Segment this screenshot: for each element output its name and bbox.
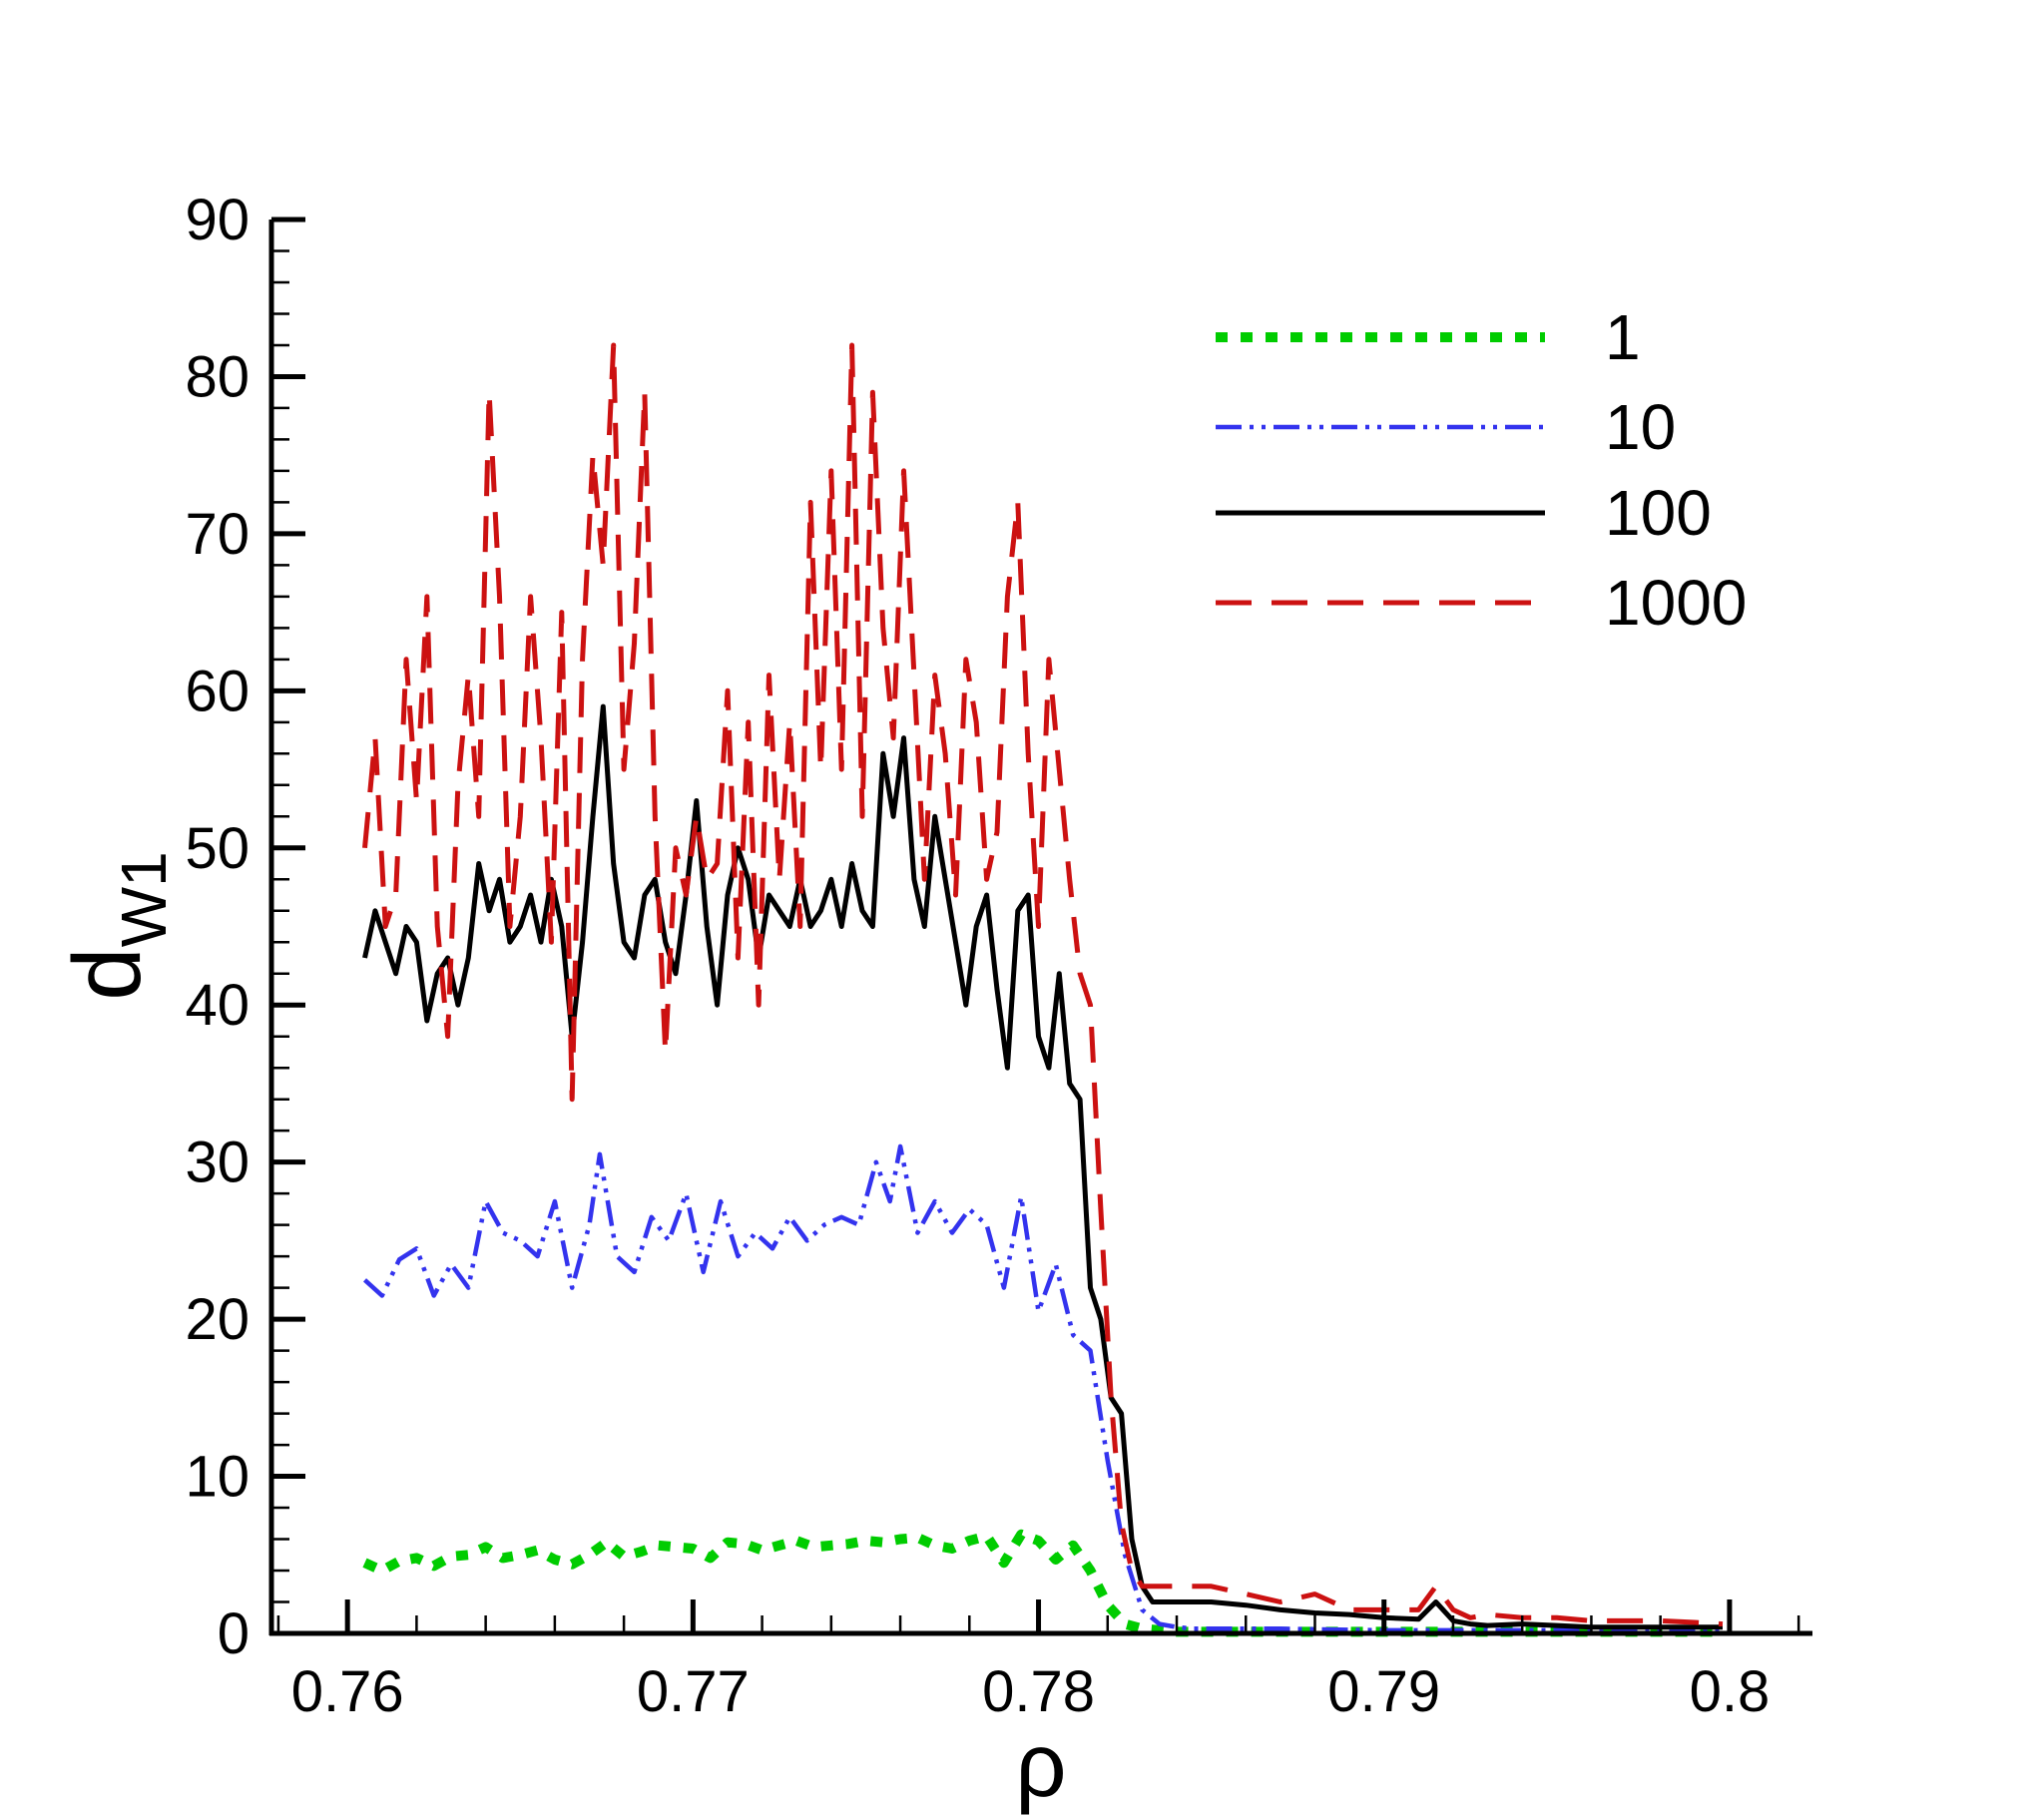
y-tick-label-8: 80 [185, 344, 250, 409]
y-tick-label-7: 70 [185, 502, 250, 567]
y-tick-label-4: 40 [185, 973, 250, 1038]
series-line-100 [362, 703, 1723, 1630]
series-layer [362, 342, 1724, 1637]
x-tick-label-0: 0.76 [291, 1659, 404, 1724]
y-tick-label-2: 20 [185, 1287, 250, 1352]
series-line-1000 [362, 342, 1724, 1627]
x-tick-label-3: 0.79 [1327, 1659, 1440, 1724]
series-line-1 [362, 1529, 1723, 1637]
x-tick-label-4: 0.8 [1690, 1659, 1771, 1724]
y-tick-label-1: 10 [185, 1445, 250, 1510]
legend: 1 10 100 1000 [1216, 301, 1747, 639]
legend-label-10: 10 [1605, 391, 1676, 463]
y-tick-label-5: 50 [185, 816, 250, 881]
legend-label-100: 100 [1605, 477, 1712, 549]
y-tick-label-9: 90 [185, 188, 250, 252]
x-tick-label-1: 0.77 [637, 1659, 750, 1724]
x-axis-title: ρ [1015, 1716, 1066, 1816]
y-tick-label-0: 0 [218, 1601, 250, 1666]
legend-label-1: 1 [1605, 301, 1641, 373]
y-axis-title-main: d [54, 947, 161, 1000]
y-tick-label-6: 60 [185, 659, 250, 723]
ticklabel-layer: 0 10 20 30 40 50 60 70 80 90 0.76 0.77 0.78 0.79 0.8 [185, 188, 1770, 1724]
legend-label-1000: 1000 [1605, 567, 1747, 639]
y-axis-title: dW1 [54, 851, 180, 1000]
y-tick-label-3: 30 [185, 1131, 250, 1195]
tick-layer [271, 217, 1800, 1636]
x-tick-label-2: 0.78 [982, 1659, 1095, 1724]
y-axis-title-subscript: W1 [108, 851, 180, 947]
series-line-10 [362, 1143, 1723, 1633]
